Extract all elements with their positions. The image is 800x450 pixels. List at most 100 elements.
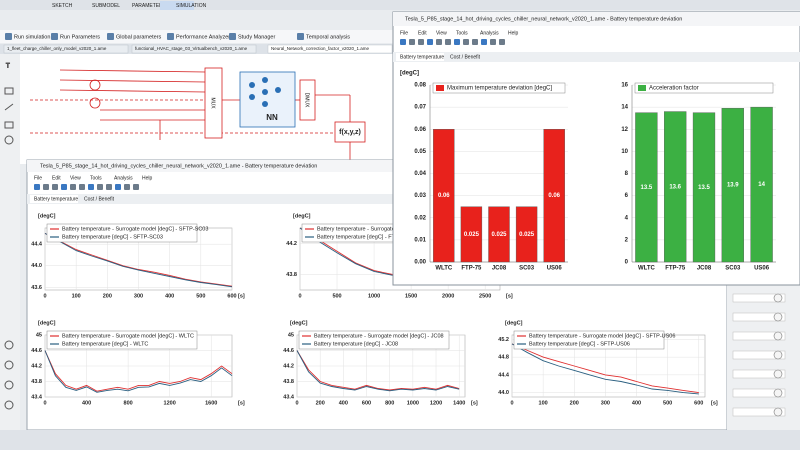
bar bbox=[515, 206, 538, 263]
tool-icon bbox=[400, 39, 406, 45]
y-tick-label: 10 bbox=[621, 149, 628, 155]
legend-label: Battery temperature [degC] - SFTP-SC03 bbox=[62, 234, 163, 240]
slider-row bbox=[732, 388, 786, 398]
function-label: f(x,y,z) bbox=[339, 129, 361, 136]
icon bbox=[4, 380, 14, 390]
y-tick-label: 44.0 bbox=[31, 263, 42, 269]
y-tick-label: 43.8 bbox=[31, 379, 42, 385]
y-tick-label: 44.2 bbox=[286, 241, 297, 247]
tool-icon bbox=[88, 184, 94, 190]
app-chrome: SKETCH SUBMODEL PARAMETER SIMULATION Run sim… bbox=[3, 1, 393, 54]
front-window-title: Tesla_5_P85_stage_14_hot_driving_cycles_… bbox=[405, 16, 682, 22]
x-tick-label: 600 bbox=[694, 400, 703, 406]
value-label: 13.9 bbox=[727, 183, 739, 189]
toolbar-button: Run simulation bbox=[14, 34, 50, 40]
tool-icon bbox=[418, 39, 424, 45]
x-axis-label: [s] bbox=[471, 400, 478, 406]
x-axis-label: [s] bbox=[711, 400, 718, 406]
y-tick-label: 0.04 bbox=[414, 171, 426, 177]
slider-list bbox=[732, 293, 786, 417]
y-tick-label: 8 bbox=[625, 171, 629, 177]
file-tab bbox=[131, 44, 257, 54]
y-axis-label: [degC] bbox=[293, 213, 311, 219]
legend-box bbox=[432, 82, 566, 94]
x-axis-label: [s] bbox=[238, 400, 245, 406]
bar bbox=[721, 108, 744, 263]
x-tick-label: 2000 bbox=[442, 293, 454, 299]
slider-row bbox=[732, 293, 786, 303]
legend-label: Acceleration factor bbox=[649, 86, 699, 92]
y-tick-label: 16 bbox=[621, 83, 628, 89]
slider-row bbox=[732, 350, 786, 360]
x-tick-label: 2500 bbox=[479, 293, 491, 299]
y-tick-label: 2 bbox=[625, 237, 629, 243]
sensor bbox=[89, 79, 101, 91]
y-tick-label: 44.2 bbox=[283, 363, 294, 369]
x-tick-label: WLTC bbox=[435, 266, 453, 272]
slider-knob bbox=[773, 350, 783, 360]
node bbox=[262, 77, 268, 83]
legend-label: Battery temperature [degC] - SFTP-US06 bbox=[529, 341, 630, 347]
y-tick-label: 0.06 bbox=[414, 127, 426, 133]
tab-strip bbox=[0, 0, 800, 10]
y-tick-label: 0.05 bbox=[414, 149, 426, 155]
bar bbox=[488, 206, 510, 263]
x-tick-label: 800 bbox=[385, 400, 394, 406]
tool-icon bbox=[34, 184, 40, 190]
x-tick-label: 500 bbox=[663, 400, 672, 406]
icon bbox=[4, 360, 14, 370]
sensor bbox=[89, 97, 101, 109]
tool-icon bbox=[409, 39, 415, 45]
toolbar-icon bbox=[167, 33, 174, 40]
value-label: 0.025 bbox=[519, 232, 535, 238]
y-tick-label: 43.6 bbox=[31, 285, 42, 291]
legend-box bbox=[46, 223, 198, 243]
legend-box bbox=[513, 330, 665, 350]
menu-item: View bbox=[70, 175, 81, 181]
icon bbox=[4, 135, 14, 145]
node bbox=[275, 87, 281, 93]
y-tick-label: 0.00 bbox=[414, 260, 426, 266]
slider-row bbox=[732, 407, 786, 417]
x-tick-label: US06 bbox=[547, 266, 563, 272]
back-window-title: Tesla_5_P85_stage_14_hot_driving_cycles_… bbox=[40, 163, 317, 169]
legend-box bbox=[46, 330, 198, 350]
x-tick-label: WLTC bbox=[638, 266, 656, 272]
icon bbox=[4, 87, 14, 95]
x-tick-label: 1600 bbox=[205, 400, 217, 406]
data-line bbox=[44, 350, 233, 393]
tool-icon bbox=[124, 184, 130, 190]
x-tick-label: 400 bbox=[339, 400, 348, 406]
diagram bbox=[30, 67, 366, 160]
y-tick-label: 0.07 bbox=[414, 105, 426, 111]
menu-item: Edit bbox=[418, 30, 427, 36]
x-tick-label: 0 bbox=[43, 293, 46, 299]
x-tick-label: 500 bbox=[332, 293, 341, 299]
data-line bbox=[44, 233, 233, 287]
tool-icon bbox=[106, 184, 112, 190]
x-tick-label: 600 bbox=[227, 293, 236, 299]
icon: T bbox=[6, 64, 10, 70]
nn-nodes bbox=[249, 77, 281, 107]
bar bbox=[664, 111, 687, 263]
toolbar-icon bbox=[297, 33, 304, 40]
tool-icon bbox=[463, 39, 469, 45]
active-tab bbox=[160, 1, 194, 10]
legend-label: Battery temperature - Surrogate model [d… bbox=[62, 333, 194, 339]
legend-label: Battery temperature - Surrogate model [d… bbox=[529, 333, 675, 339]
window-tab: Battery temperature bbox=[400, 54, 444, 60]
x-tick-label: 100 bbox=[539, 400, 548, 406]
y-tick-label: 43.8 bbox=[283, 379, 294, 385]
tool-icon bbox=[43, 184, 49, 190]
icon bbox=[4, 121, 14, 129]
tool-icon bbox=[436, 39, 442, 45]
function-block bbox=[334, 121, 366, 143]
x-tick-label: US06 bbox=[754, 266, 770, 272]
y-tick-label: 44.2 bbox=[31, 363, 42, 369]
front-title-bar bbox=[393, 12, 800, 26]
x-tick-label: 200 bbox=[103, 293, 112, 299]
y-axis-label: [degC] bbox=[290, 320, 308, 326]
tab-active bbox=[30, 195, 78, 203]
node bbox=[262, 89, 268, 95]
